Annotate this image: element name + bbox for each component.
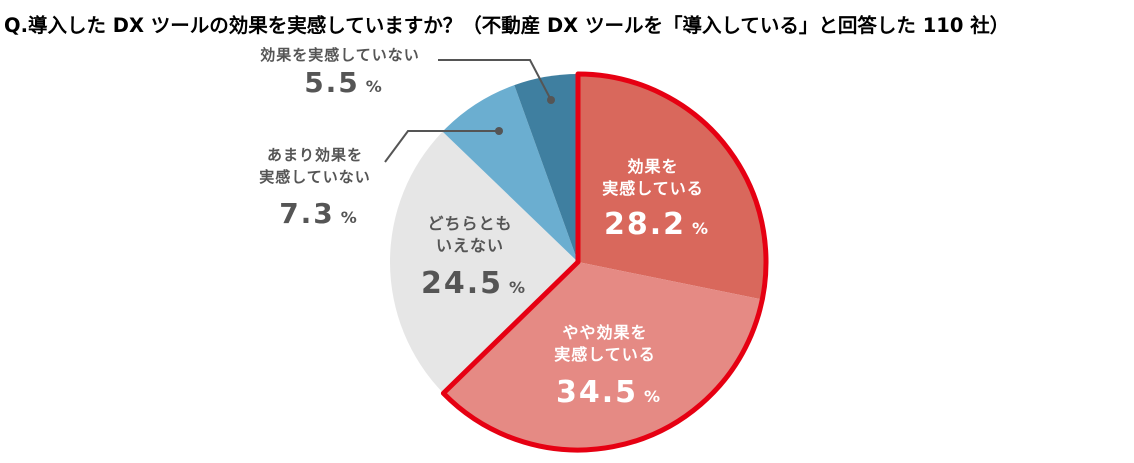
pie-slice-5: [514, 74, 578, 262]
leader-dot-4: [495, 127, 503, 135]
slice-label-5-line-1: 効果を実感していない: [260, 46, 420, 64]
slice-label-1-line-2: 実感している: [602, 179, 704, 198]
highlight-outline: [440, 71, 769, 453]
slice-label-4-line-2: 実感していない: [259, 168, 371, 186]
leader-dot-5: [547, 96, 555, 104]
slice-label-2-line-1: やや効果を: [562, 323, 647, 342]
slice-unit-4: %: [341, 208, 357, 227]
slice-unit-3: %: [509, 278, 525, 297]
pie-slice-4: [442, 85, 578, 263]
slice-label-2-line-2: 実感している: [554, 345, 656, 364]
leader-line-4: [384, 130, 499, 163]
slice-label-1-line-1: 効果を: [627, 157, 678, 176]
slice-value-3: 24.5: [421, 266, 503, 301]
slice-value-2: 34.5: [556, 375, 638, 410]
leader-line-5: [438, 59, 552, 101]
chart-title: Q.導入した DX ツールの効果を実感していますか？（不動産 DX ツールを「導…: [4, 14, 1010, 37]
slice-value-5: 5.5: [304, 66, 360, 99]
pie-slice-1: [578, 74, 767, 300]
slice-label-3-line-2: いえない: [436, 236, 504, 255]
slice-value-4: 7.3: [279, 197, 335, 230]
slice-label-3-line-1: どちらとも: [427, 214, 512, 233]
slice-label-4-line-1: あまり効果を: [267, 146, 363, 164]
slice-unit-2: %: [644, 387, 660, 406]
slice-value-1: 28.2: [604, 207, 686, 242]
pie-slice-3: [390, 131, 578, 394]
slice-unit-1: %: [692, 219, 708, 238]
pie-slice-2: [443, 262, 763, 450]
slice-unit-5: %: [366, 77, 382, 96]
